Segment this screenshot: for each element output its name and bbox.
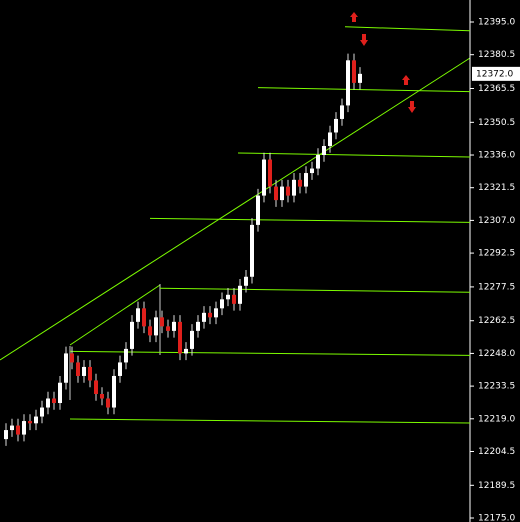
candle-body — [196, 321, 200, 331]
candle-body — [112, 375, 116, 408]
candle-body — [16, 425, 20, 435]
level-line — [149, 217, 471, 223]
candle-body — [4, 430, 8, 440]
candle-body — [340, 105, 344, 119]
candle-body — [292, 179, 296, 196]
candle-body — [46, 398, 50, 408]
arrow-up — [402, 75, 410, 85]
level-line — [237, 152, 471, 158]
candle-body — [166, 326, 170, 331]
arrow-down — [408, 101, 416, 113]
y-tick-label: 12233.5 — [478, 382, 515, 392]
candle-body — [226, 294, 230, 300]
y-tick-label: 12277.5 — [478, 282, 515, 292]
level-line — [344, 26, 471, 32]
y-tick-label: 12307.0 — [478, 216, 515, 226]
candle-body — [76, 362, 80, 376]
candle-body — [118, 362, 122, 376]
candle-body — [64, 353, 68, 383]
candle-body — [352, 60, 356, 83]
candle-body — [202, 312, 206, 322]
arrow-up — [350, 12, 358, 22]
candle-body — [244, 276, 248, 286]
y-tick-label: 12204.5 — [478, 447, 515, 457]
candle-body — [232, 294, 236, 304]
trend-line — [69, 284, 161, 346]
candle-body — [250, 224, 254, 277]
candle-body — [262, 159, 266, 196]
y-tick-label: 12219.0 — [478, 414, 515, 424]
candle-body — [154, 317, 158, 336]
candle-body — [148, 326, 152, 336]
candle-body — [256, 195, 260, 225]
level-line — [257, 87, 471, 93]
candle-body — [82, 366, 86, 376]
candle-body — [178, 321, 182, 354]
arrows — [350, 12, 416, 113]
candle-body — [184, 348, 188, 354]
y-tick-label: 12292.5 — [478, 249, 515, 259]
candle-body — [88, 366, 92, 381]
y-tick-label: 12189.5 — [478, 481, 515, 491]
level-line — [159, 287, 471, 293]
candle-body — [142, 308, 146, 327]
candle-body — [280, 186, 284, 201]
candle-body — [334, 118, 338, 133]
candle-body — [100, 394, 104, 399]
candle-body — [10, 425, 14, 431]
candle-body — [52, 398, 56, 404]
last-price-label: 12372.0 — [476, 69, 513, 79]
trend-line — [0, 57, 471, 361]
candle-body — [208, 312, 212, 318]
candle-body — [328, 132, 332, 146]
last-price-box — [472, 66, 520, 81]
y-tick-label: 12321.5 — [478, 183, 515, 193]
candle-body — [58, 382, 62, 404]
candle-body — [310, 168, 314, 174]
y-tick-label: 12175.0 — [478, 514, 515, 522]
y-tick-label: 12395.0 — [478, 18, 515, 28]
candle-body — [214, 308, 218, 318]
level-line — [69, 350, 471, 356]
candle-body — [160, 317, 164, 327]
y-tick-label: 12350.5 — [478, 118, 515, 128]
candle-body — [286, 186, 290, 196]
y-tick-label: 12336.0 — [478, 151, 515, 161]
candle-body — [304, 173, 308, 187]
arrow-down — [360, 34, 368, 46]
y-tick-label: 12365.5 — [478, 84, 515, 94]
y-tick-label: 12262.5 — [478, 316, 515, 326]
candle-body — [346, 60, 350, 106]
candle-body — [124, 348, 128, 363]
y-tick-label: 12380.5 — [478, 50, 515, 60]
y-tick-label: 12248.0 — [478, 349, 515, 359]
candle-body — [28, 421, 32, 424]
candle-body — [322, 146, 326, 156]
candle-body — [274, 186, 278, 201]
candle-body — [136, 308, 140, 322]
candle-body — [172, 321, 176, 331]
level-line — [69, 418, 471, 424]
candle-body — [238, 285, 242, 304]
candle-body — [22, 421, 26, 435]
candle-body — [298, 179, 302, 187]
candle-body — [190, 330, 194, 349]
candle-body — [70, 353, 74, 363]
candle-body — [130, 321, 134, 349]
candle-body — [34, 416, 38, 424]
candle-body — [316, 155, 320, 169]
candle-body — [94, 380, 98, 394]
candle-body — [220, 299, 224, 309]
candle-body — [268, 159, 272, 187]
candle-body — [106, 398, 110, 408]
candle-body — [358, 73, 362, 83]
candle-body — [40, 407, 44, 417]
